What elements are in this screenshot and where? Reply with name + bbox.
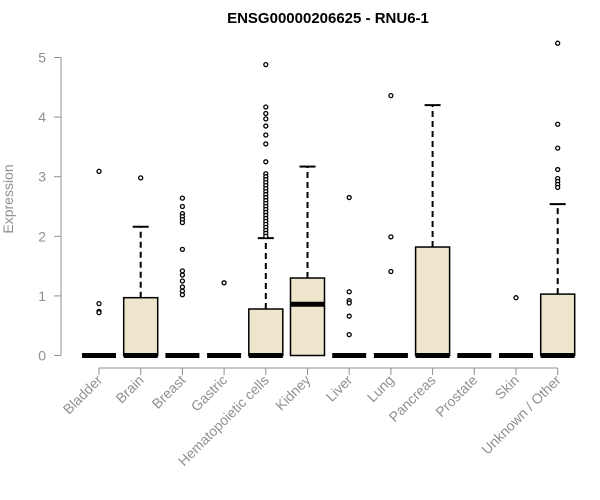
- outlier-point: [346, 300, 352, 306]
- box-bladder: [82, 168, 116, 358]
- outlier-point: [346, 331, 352, 338]
- outlier-point: [555, 145, 561, 151]
- box-gastric: [207, 280, 242, 358]
- outlier-point: [263, 62, 269, 68]
- chart-title: ENSG00000206625 - RNU6-1: [227, 10, 429, 27]
- outlier-point: [346, 194, 352, 201]
- outlier-point: [388, 234, 394, 240]
- y-tick-label: 1: [38, 288, 46, 304]
- outlier-point: [179, 195, 186, 201]
- outlier-point: [555, 40, 561, 46]
- box-unknown-other: [539, 40, 576, 358]
- x-tick-label: Skin: [492, 372, 523, 403]
- outlier-point: [263, 104, 269, 110]
- plot-area: [82, 40, 576, 358]
- y-tick-label: 5: [38, 50, 46, 66]
- outlier-point: [179, 203, 186, 210]
- outlier-point: [555, 166, 561, 173]
- outlier-point: [346, 289, 352, 295]
- box-body: [289, 277, 326, 357]
- y-axis: 0 1 2 3 4 5: [38, 50, 62, 364]
- x-tick-label: Liver: [323, 372, 356, 405]
- outlier-point: [96, 309, 102, 316]
- box-liver: [332, 194, 367, 358]
- box-pancreas: [414, 104, 451, 358]
- outlier-point: [96, 168, 102, 174]
- box-brain: [122, 175, 159, 358]
- outlier-point: [388, 92, 394, 99]
- outlier-point: [179, 292, 186, 298]
- outlier-point: [263, 123, 269, 129]
- x-tick-label: Kidney: [272, 372, 314, 414]
- y-tick-label: 0: [38, 348, 46, 364]
- y-tick-label: 4: [38, 109, 46, 125]
- outlier-point: [179, 268, 186, 274]
- y-axis-label: Expression: [0, 164, 16, 233]
- outlier-point: [263, 141, 269, 147]
- box-body: [414, 246, 451, 357]
- outlier-point: [221, 280, 227, 286]
- y-tick-label: 2: [38, 228, 46, 244]
- box-hematopoietic-cells: [248, 62, 284, 358]
- outlier-point: [263, 116, 269, 122]
- outlier-point: [346, 313, 352, 319]
- outlier-point: [555, 121, 561, 127]
- outlier-point: [263, 132, 269, 138]
- outlier-point: [179, 246, 186, 253]
- outlier-point: [179, 284, 186, 290]
- box-skin: [499, 295, 533, 358]
- y-tick-label: 3: [38, 169, 46, 185]
- outlier-point: [263, 233, 269, 239]
- outlier-point: [179, 278, 186, 284]
- outlier-point: [96, 300, 102, 307]
- outlier-point: [263, 110, 269, 117]
- box-lung: [373, 92, 408, 358]
- outlier-point: [388, 268, 394, 275]
- box-breast: [165, 195, 200, 358]
- x-tick-label: Brain: [112, 372, 146, 406]
- outlier-point: [555, 184, 561, 191]
- box-body: [248, 308, 284, 357]
- x-tick-label: Prostate: [432, 372, 480, 420]
- outlier-point: [179, 219, 186, 226]
- x-tick-label: Breast: [149, 372, 189, 412]
- outlier-point: [138, 175, 144, 181]
- x-tick-label: Unknown / Other: [478, 372, 564, 458]
- x-tick-label: Lung: [364, 372, 397, 405]
- outlier-point: [263, 159, 269, 165]
- x-tick-label: Bladder: [60, 372, 106, 418]
- box-body: [539, 293, 576, 357]
- outlier-point: [513, 295, 519, 301]
- outlier-point: [179, 272, 186, 278]
- box-kidney: [289, 165, 326, 357]
- box-body: [122, 296, 159, 357]
